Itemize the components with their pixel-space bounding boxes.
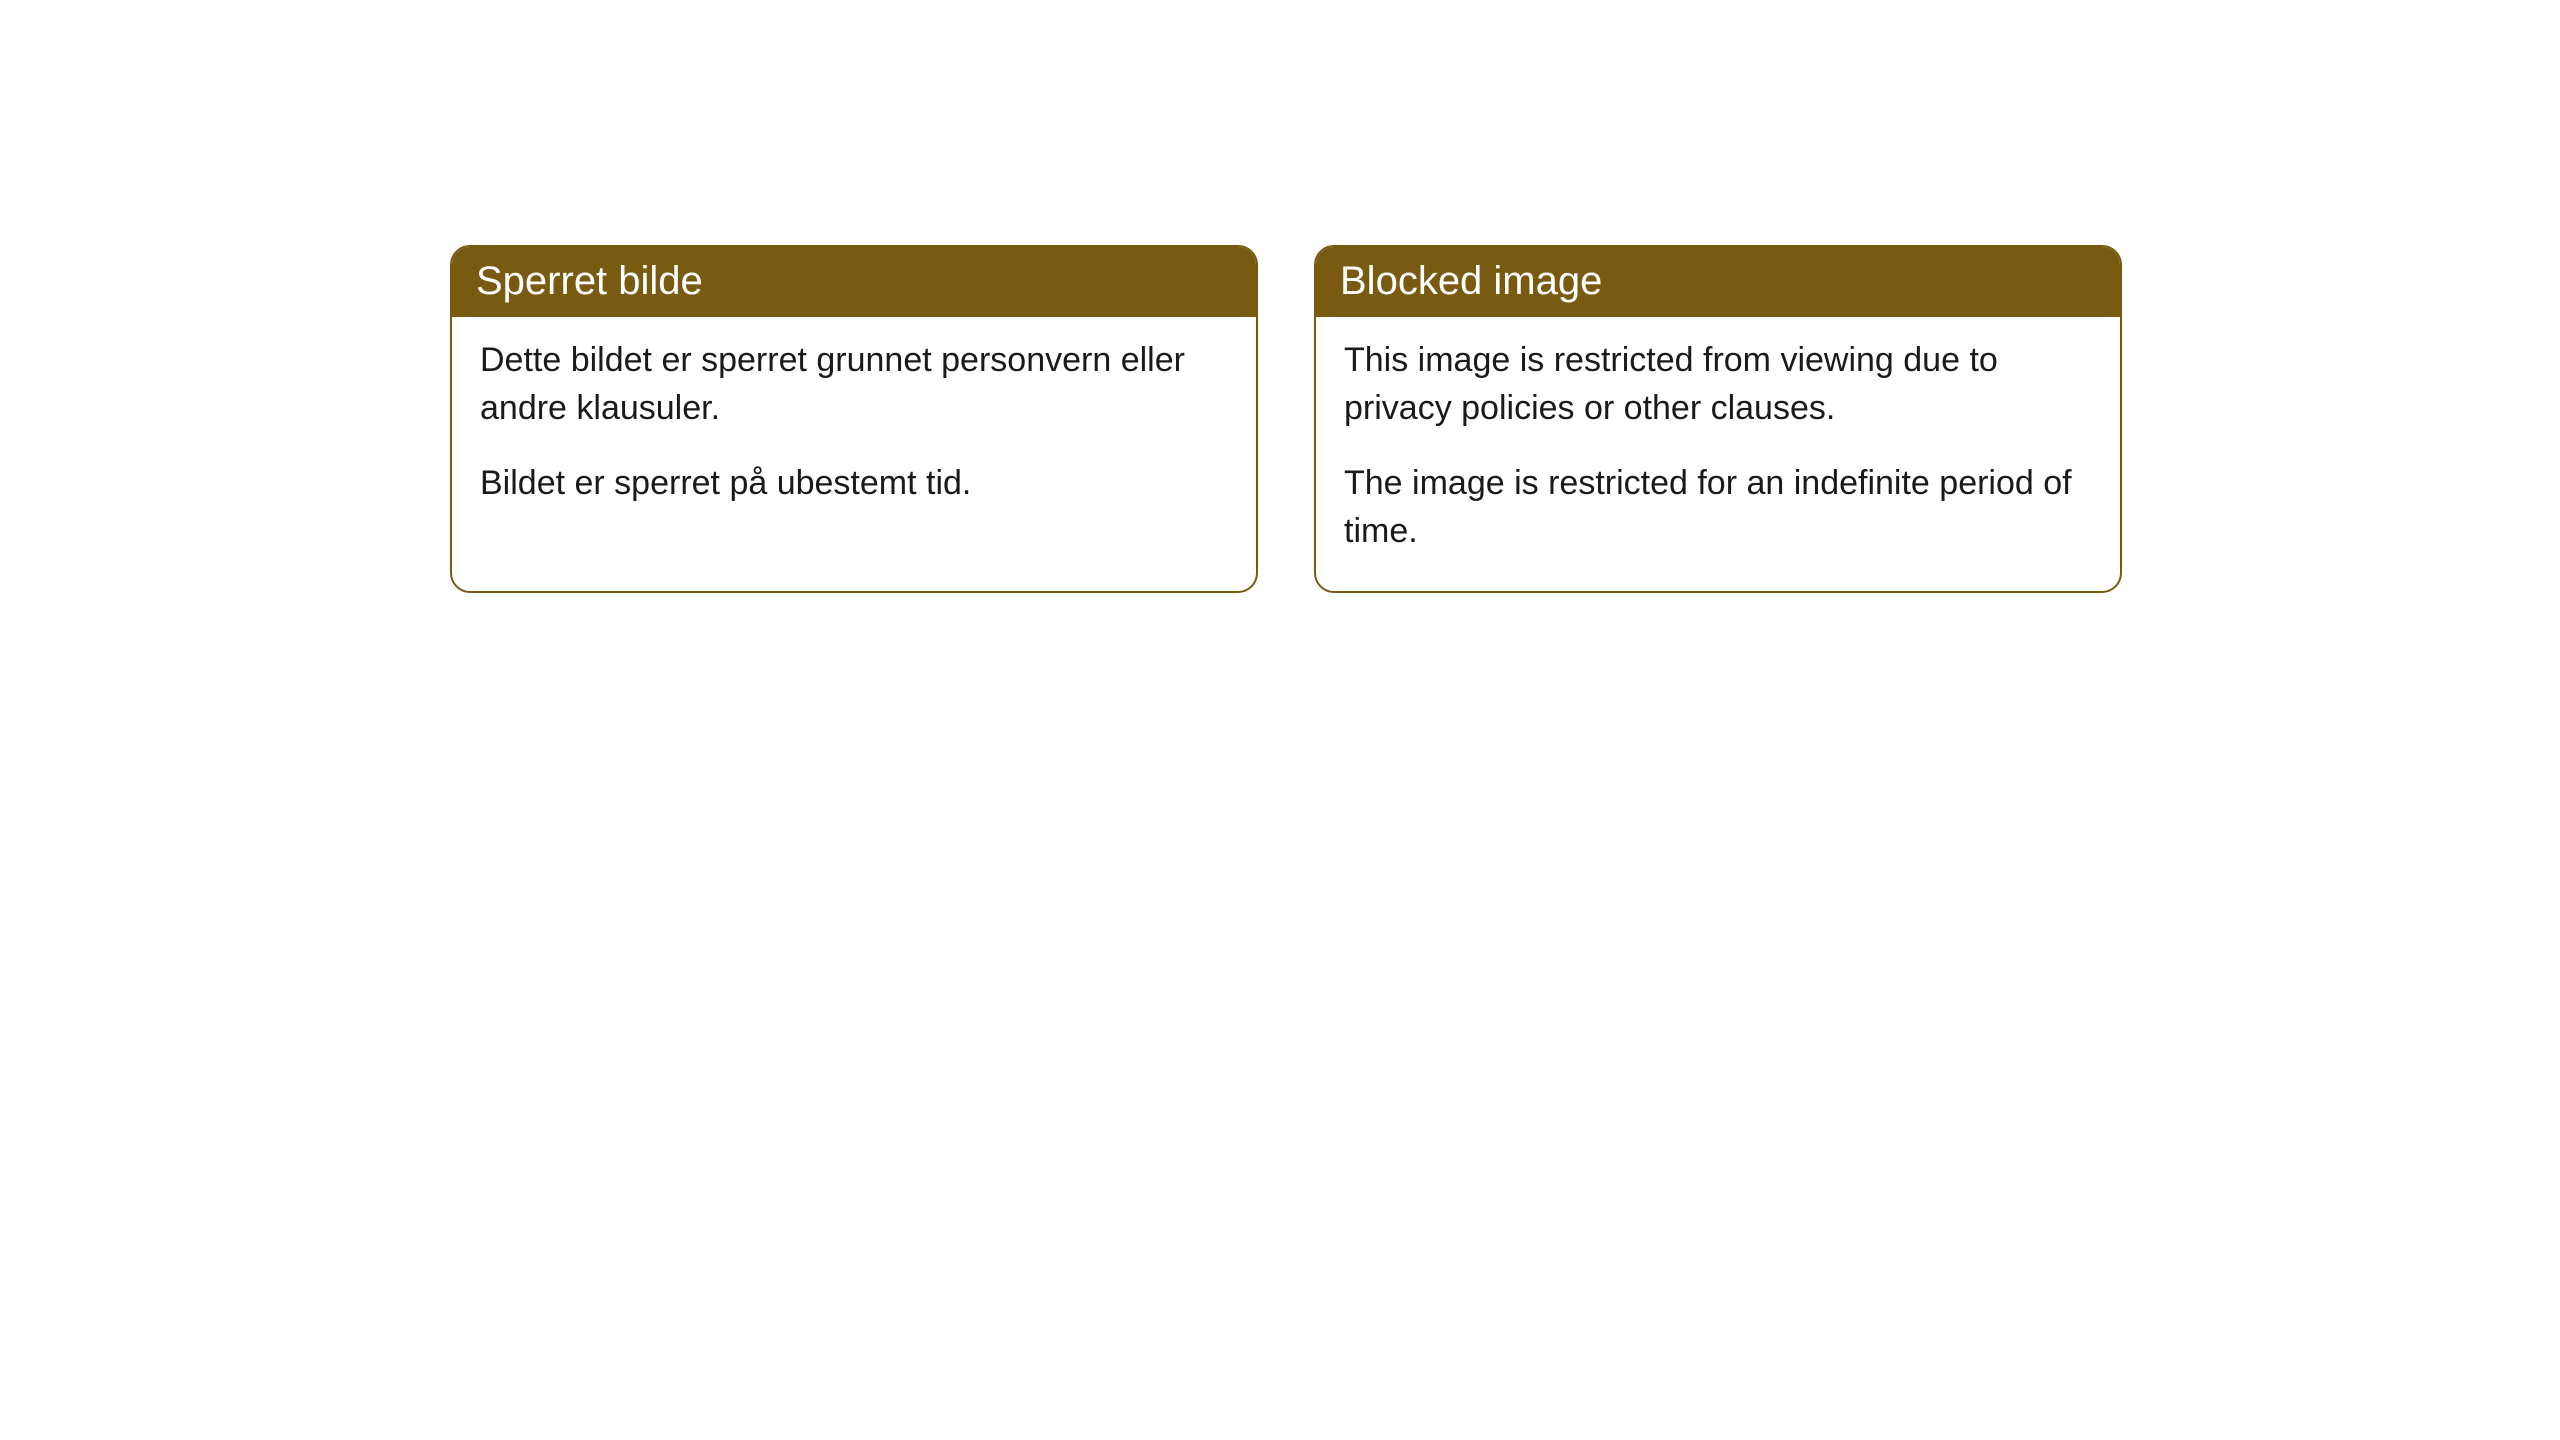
notice-card-english: Blocked image This image is restricted f… [1314, 245, 2122, 593]
notice-card-norwegian: Sperret bilde Dette bildet er sperret gr… [450, 245, 1258, 593]
card-body: This image is restricted from viewing du… [1316, 317, 2120, 591]
card-title: Sperret bilde [476, 259, 703, 303]
card-paragraph: The image is restricted for an indefinit… [1344, 460, 2092, 555]
card-paragraph: Dette bildet er sperret grunnet personve… [480, 337, 1228, 432]
card-paragraph: This image is restricted from viewing du… [1344, 337, 2092, 432]
card-header: Blocked image [1316, 247, 2120, 317]
notice-card-container: Sperret bilde Dette bildet er sperret gr… [450, 245, 2122, 593]
card-header: Sperret bilde [452, 247, 1256, 317]
card-body: Dette bildet er sperret grunnet personve… [452, 317, 1256, 544]
card-paragraph: Bildet er sperret på ubestemt tid. [480, 460, 1228, 508]
card-title: Blocked image [1340, 259, 1602, 303]
